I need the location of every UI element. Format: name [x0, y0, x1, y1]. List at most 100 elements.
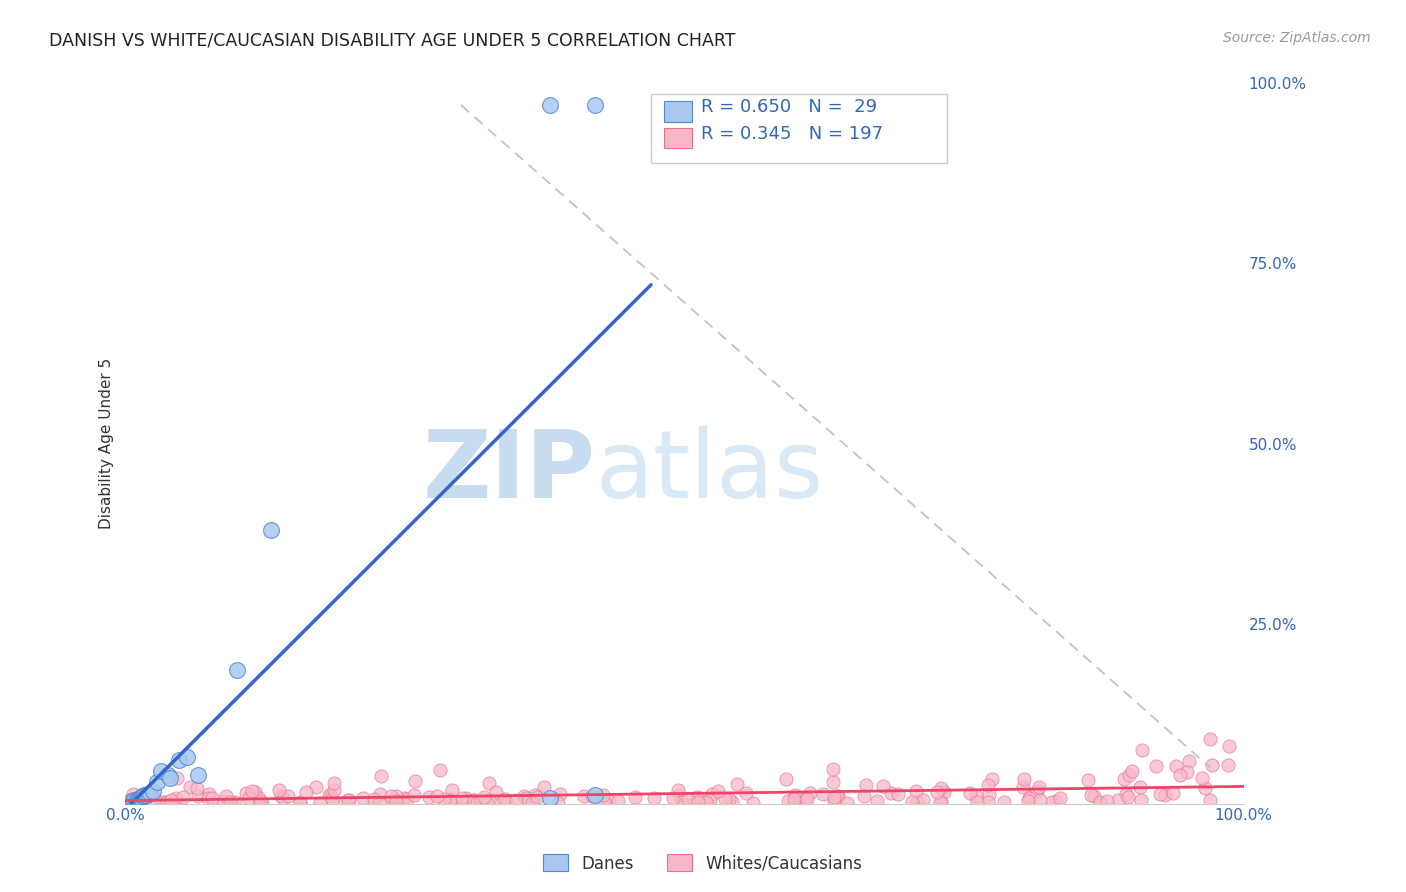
Y-axis label: Disability Age Under 5: Disability Age Under 5: [100, 358, 114, 529]
Point: [872, 779, 894, 793]
Point: [318, 788, 340, 802]
Point: [643, 791, 665, 805]
Text: DANISH VS WHITE/CAUCASIAN DISABILITY AGE UNDER 5 CORRELATION CHART: DANISH VS WHITE/CAUCASIAN DISABILITY AGE…: [49, 31, 735, 49]
Point: [463, 793, 485, 807]
Point: [305, 780, 328, 795]
Point: [124, 793, 146, 807]
Point: [855, 778, 877, 792]
Point: [1144, 759, 1167, 773]
Point: [520, 796, 543, 810]
Point: [776, 794, 799, 808]
Point: [451, 791, 474, 805]
Point: [606, 794, 628, 808]
Point: [218, 795, 240, 809]
Point: [1018, 791, 1040, 805]
Point: [1118, 768, 1140, 782]
FancyBboxPatch shape: [651, 95, 948, 162]
Point: [439, 793, 461, 807]
Point: [799, 786, 821, 800]
Point: [1028, 780, 1050, 795]
Point: [250, 797, 273, 811]
Point: [478, 793, 501, 807]
Point: [1154, 788, 1177, 802]
Point: [472, 790, 495, 805]
Point: [1149, 788, 1171, 802]
Point: [981, 772, 1004, 786]
Point: [136, 787, 159, 801]
Point: [662, 790, 685, 805]
Point: [139, 786, 162, 800]
Point: [786, 796, 808, 810]
Text: R = 0.345   N = 197: R = 0.345 N = 197: [702, 125, 883, 143]
Point: [538, 98, 561, 112]
Point: [695, 795, 717, 809]
Point: [132, 789, 155, 804]
Point: [121, 794, 143, 808]
Point: [852, 789, 875, 803]
Point: [465, 796, 488, 810]
Point: [138, 789, 160, 803]
Point: [685, 790, 707, 805]
Point: [835, 796, 858, 810]
Point: [454, 794, 477, 808]
Point: [696, 796, 718, 810]
Point: [592, 795, 614, 809]
Point: [977, 787, 1000, 801]
Point: [159, 772, 181, 786]
Point: [363, 792, 385, 806]
Point: [742, 796, 765, 810]
Point: [1161, 786, 1184, 800]
Point: [526, 789, 548, 804]
Point: [404, 774, 426, 789]
Point: [1194, 780, 1216, 795]
Point: [470, 794, 492, 808]
Point: [198, 787, 221, 801]
Point: [887, 788, 910, 802]
Point: [547, 796, 569, 810]
Point: [1216, 758, 1239, 772]
Point: [1177, 754, 1199, 768]
Point: [1168, 767, 1191, 781]
Point: [688, 796, 710, 810]
Point: [156, 768, 179, 782]
Point: [494, 792, 516, 806]
Point: [134, 788, 156, 802]
Point: [548, 788, 571, 802]
Point: [581, 789, 603, 804]
Point: [1115, 787, 1137, 801]
Point: [583, 98, 606, 112]
Point: [1201, 758, 1223, 772]
Point: [965, 789, 987, 803]
Point: [1083, 789, 1105, 803]
Point: [793, 792, 815, 806]
Point: [513, 789, 536, 804]
Point: [370, 787, 392, 801]
Point: [187, 768, 209, 782]
Point: [124, 794, 146, 808]
Point: [367, 796, 389, 810]
Point: [249, 794, 271, 808]
Legend: Danes, Whites/Caucasians: Danes, Whites/Caucasians: [537, 847, 869, 880]
Point: [160, 793, 183, 807]
Point: [226, 664, 249, 678]
Point: [166, 771, 188, 785]
Point: [122, 787, 145, 801]
Point: [309, 796, 332, 810]
Point: [1095, 794, 1118, 808]
Point: [323, 776, 346, 790]
Point: [142, 783, 165, 797]
Point: [247, 790, 270, 805]
Point: [492, 793, 515, 807]
Point: [456, 791, 478, 805]
Point: [912, 793, 935, 807]
Point: [478, 776, 501, 790]
Point: [1049, 791, 1071, 805]
Point: [1198, 731, 1220, 746]
Point: [775, 772, 797, 787]
Point: [505, 793, 527, 807]
Point: [131, 789, 153, 804]
Point: [243, 785, 266, 799]
Point: [165, 790, 187, 805]
Point: [1080, 788, 1102, 802]
Point: [1012, 772, 1035, 786]
